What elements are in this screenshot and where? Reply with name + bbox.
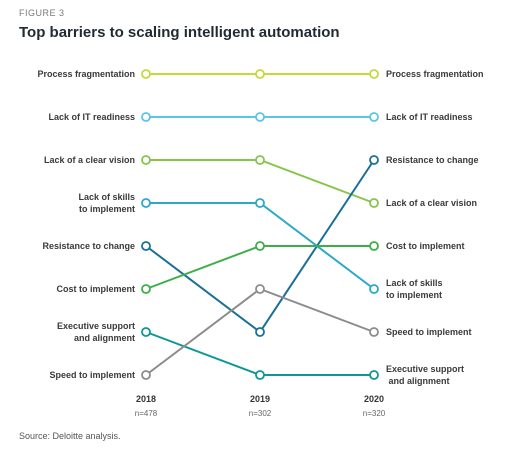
chart-title: Top barriers to scaling intelligent auto… bbox=[19, 24, 340, 41]
marker-s7-2020 bbox=[369, 370, 379, 380]
sample-size-2020: n=320 bbox=[363, 409, 386, 418]
year-label-2019: 2019 bbox=[250, 394, 270, 404]
right-label-rank-2: Lack of IT readiness bbox=[386, 112, 473, 122]
marker-s3-2019 bbox=[255, 155, 265, 165]
left-label-rank-4: Lack of skills to implement bbox=[78, 192, 135, 214]
marker-s8-2020 bbox=[369, 327, 379, 337]
series-line-6 bbox=[145, 245, 374, 290]
marker-s4-2020 bbox=[369, 284, 379, 294]
marker-s5-2019 bbox=[255, 327, 265, 337]
left-label-rank-2: Lack of IT readiness bbox=[48, 112, 135, 122]
year-label-2018: 2018 bbox=[136, 394, 156, 404]
marker-s4-2018 bbox=[141, 198, 151, 208]
series-line-3 bbox=[146, 159, 375, 204]
marker-s8-2018 bbox=[141, 370, 151, 380]
marker-s2-2020 bbox=[369, 112, 379, 122]
right-label-rank-3: Resistance to change bbox=[386, 155, 479, 165]
marker-s4-2019 bbox=[255, 198, 265, 208]
right-label-rank-5: Cost to implement bbox=[386, 241, 465, 251]
series-line-7 bbox=[145, 331, 374, 376]
right-label-rank-6: Lack of skills to implement bbox=[386, 278, 443, 300]
left-label-rank-5: Resistance to change bbox=[42, 241, 135, 251]
marker-s5-2018 bbox=[141, 241, 151, 251]
marker-s6-2018 bbox=[141, 284, 151, 294]
marker-s1-2018 bbox=[141, 69, 151, 79]
left-label-rank-8: Speed to implement bbox=[49, 370, 135, 380]
sample-size-2019: n=302 bbox=[249, 409, 272, 418]
year-label-2020: 2020 bbox=[364, 394, 384, 404]
marker-s1-2020 bbox=[369, 69, 379, 79]
right-label-rank-8: Executive support and alignment bbox=[386, 364, 464, 386]
source-note: Source: Deloitte analysis. bbox=[19, 431, 121, 441]
right-label-rank-4: Lack of a clear vision bbox=[386, 198, 477, 208]
marker-s2-2018 bbox=[141, 112, 151, 122]
marker-s3-2018 bbox=[141, 155, 151, 165]
right-label-rank-1: Process fragmentation bbox=[386, 69, 484, 79]
left-label-rank-6: Cost to implement bbox=[56, 284, 135, 294]
marker-s6-2020 bbox=[369, 241, 379, 251]
right-label-rank-7: Speed to implement bbox=[386, 327, 472, 337]
figure-label: FIGURE 3 bbox=[19, 8, 65, 18]
marker-s2-2019 bbox=[255, 112, 265, 122]
left-label-rank-1: Process fragmentation bbox=[37, 69, 135, 79]
marker-s5-2020 bbox=[369, 155, 379, 165]
marker-s1-2019 bbox=[255, 69, 265, 79]
marker-s7-2019 bbox=[255, 370, 265, 380]
left-label-rank-3: Lack of a clear vision bbox=[44, 155, 135, 165]
left-label-rank-7: Executive support and alignment bbox=[57, 321, 135, 343]
marker-s3-2020 bbox=[369, 198, 379, 208]
marker-s8-2019 bbox=[255, 284, 265, 294]
marker-s6-2019 bbox=[255, 241, 265, 251]
sample-size-2018: n=478 bbox=[135, 409, 158, 418]
marker-s7-2018 bbox=[141, 327, 151, 337]
